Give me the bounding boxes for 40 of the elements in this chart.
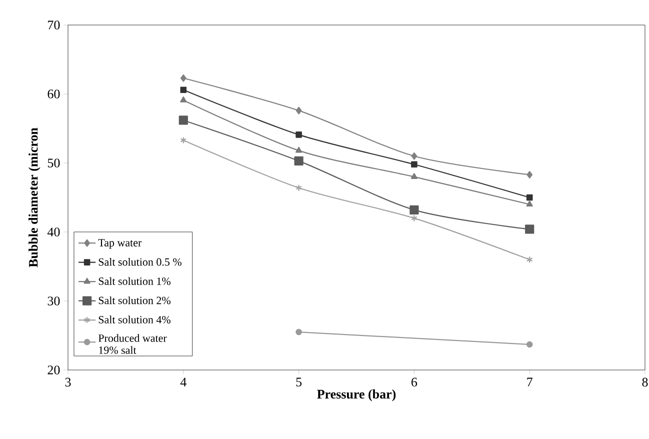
point [296,106,302,114]
y-tick-label: 60 [48,90,60,98]
point [411,214,418,222]
x-tick-label: 8 [642,378,648,387]
point [296,328,302,336]
y-tick-label: 70 [48,20,60,30]
x-tick-label: 7 [527,378,532,386]
point [180,96,187,102]
y-axis-title: Bubble diameter (micron [28,128,40,268]
y-tick-label: 20 [48,366,60,374]
point [526,170,533,178]
point [410,173,418,179]
point [295,146,302,153]
point [526,194,533,201]
y-tick-label: 30 [48,296,60,306]
point [296,184,302,192]
legend-label: Salt solution 2% [98,296,170,304]
y-tick-label: 50 [48,158,60,168]
point [526,200,533,207]
point [410,205,419,214]
point [296,132,302,138]
x-tick-label: 3 [65,378,71,387]
legend-label: Salt solution 0.5 % [98,258,182,266]
y-tick-label: 40 [47,228,60,236]
legend-label: Salt solution 1% [98,277,170,285]
x-tick-label: 6 [412,378,418,387]
x-tick-label: 5 [296,378,302,386]
point [526,341,533,348]
x-axis-title: Pressure (bar) [317,389,396,402]
point [178,116,188,125]
x-tick-label: 4 [180,378,186,386]
point [411,161,418,168]
legend-label: Tap water [98,239,142,249]
point [525,224,534,234]
point [294,156,304,166]
point [180,86,187,94]
point [180,74,186,82]
legend-label: Produced water 19% salt [98,334,167,354]
point [411,152,418,160]
legend-label: Salt solution 4% [98,316,170,324]
